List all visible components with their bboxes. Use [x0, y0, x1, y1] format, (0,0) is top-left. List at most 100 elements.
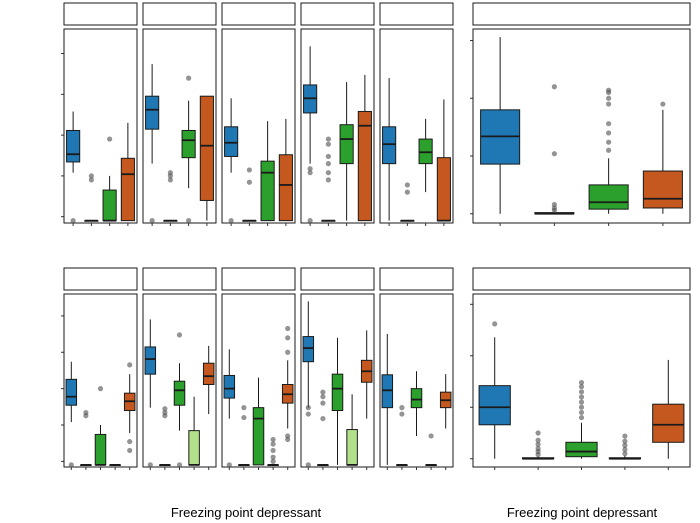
facet-strip: [472, 267, 691, 291]
outlier-point: [186, 218, 192, 224]
outlier-point: [285, 335, 291, 341]
box-other: [278, 154, 293, 222]
outlier-point: [606, 130, 612, 136]
outlier-point: [622, 438, 628, 444]
outlier-point: [83, 409, 89, 416]
outlier-point: [606, 147, 612, 153]
outlier-point: [107, 136, 113, 142]
outlier-point: [578, 399, 585, 405]
outlier-point: [307, 218, 313, 224]
outlier-point: [176, 332, 183, 338]
outlier-point: [246, 167, 252, 173]
outlier-point: [285, 349, 291, 355]
facet-strip: [221, 267, 296, 291]
outlier-point: [606, 121, 612, 127]
box-ac: [565, 441, 598, 458]
outlier-point: [320, 415, 326, 422]
outlier-point: [147, 462, 153, 468]
outlier-point: [578, 389, 585, 395]
facet-strip: [63, 2, 138, 26]
outlier-point: [325, 161, 331, 167]
outlier-point: [622, 451, 628, 457]
box-pg: [144, 346, 157, 375]
outlier-point: [325, 141, 331, 147]
box-pg: [478, 385, 511, 426]
outlier-point: [535, 430, 541, 436]
outlier-point: [535, 441, 541, 447]
x-axis-title-left: Freezing point depressant: [171, 505, 322, 520]
outlier-point: [535, 445, 541, 452]
outlier-point: [551, 84, 557, 90]
box-ac: [418, 138, 433, 165]
cod-all-sites-panel: [470, 267, 691, 470]
facet-strip: [300, 267, 375, 291]
box-ac: [102, 189, 117, 222]
box-other: [357, 110, 372, 222]
box-pg: [381, 374, 394, 409]
box-pg: [224, 126, 239, 157]
outlier-point: [162, 406, 168, 412]
box-pg: [302, 336, 315, 363]
outlier-point: [578, 414, 585, 421]
outlier-point: [270, 458, 276, 464]
outlier-point: [606, 95, 612, 101]
facet-strip: [379, 2, 454, 26]
box-ac: [252, 407, 265, 466]
outlier-point: [305, 462, 311, 468]
outlier-point: [305, 411, 311, 417]
outlier-point: [578, 404, 585, 410]
outlier-point: [551, 151, 557, 157]
outlier-point: [325, 170, 331, 176]
outlier-point: [535, 437, 541, 443]
outlier-point: [578, 379, 585, 386]
outlier-point: [622, 442, 628, 448]
outlier-point: [622, 446, 628, 453]
outlier-point: [176, 462, 183, 468]
outlier-point: [399, 405, 405, 411]
outlier-point: [285, 433, 291, 439]
outlier-point: [578, 384, 585, 390]
box-pg: [223, 374, 236, 399]
box-ac: [260, 160, 275, 222]
facet-strip: [142, 2, 217, 26]
outlier-point: [606, 87, 612, 93]
outlier-point: [270, 454, 276, 460]
outlier-point: [428, 433, 434, 439]
box-other: [199, 95, 214, 201]
outlier-point: [149, 218, 155, 224]
outlier-point: [285, 325, 291, 332]
box-ac: [410, 388, 423, 409]
box-ac: [94, 433, 107, 466]
outlier-point: [270, 436, 276, 443]
outlier-point: [325, 177, 331, 183]
outlier-point: [404, 189, 410, 195]
box-pg: [66, 129, 81, 163]
outlier-point: [68, 462, 74, 468]
outlier-point: [226, 462, 232, 468]
box-other: [120, 157, 135, 222]
bod-by-site-panel: [61, 2, 454, 226]
box-other: [436, 157, 451, 222]
box-other: [202, 362, 215, 385]
outlier-point: [97, 386, 104, 392]
outlier-point: [622, 433, 628, 439]
outlier-point: [660, 101, 666, 107]
outlier-point: [127, 447, 133, 454]
box-pg: [382, 126, 397, 165]
outlier-point: [127, 362, 133, 368]
outlier-point: [305, 405, 311, 411]
outlier-point: [167, 170, 173, 176]
outlier-point: [246, 179, 252, 185]
cod-by-site-panel: [61, 267, 454, 470]
bod-all-sites-panel: [470, 2, 691, 226]
outlier-point: [167, 177, 173, 183]
box-ac: [588, 184, 629, 210]
box-for: [346, 429, 358, 466]
box-other: [642, 170, 683, 209]
outlier-point: [88, 177, 94, 183]
outlier-point: [88, 173, 94, 179]
outlier-point: [606, 101, 612, 107]
outlier-point: [320, 394, 326, 400]
facet-strip: [63, 267, 138, 291]
